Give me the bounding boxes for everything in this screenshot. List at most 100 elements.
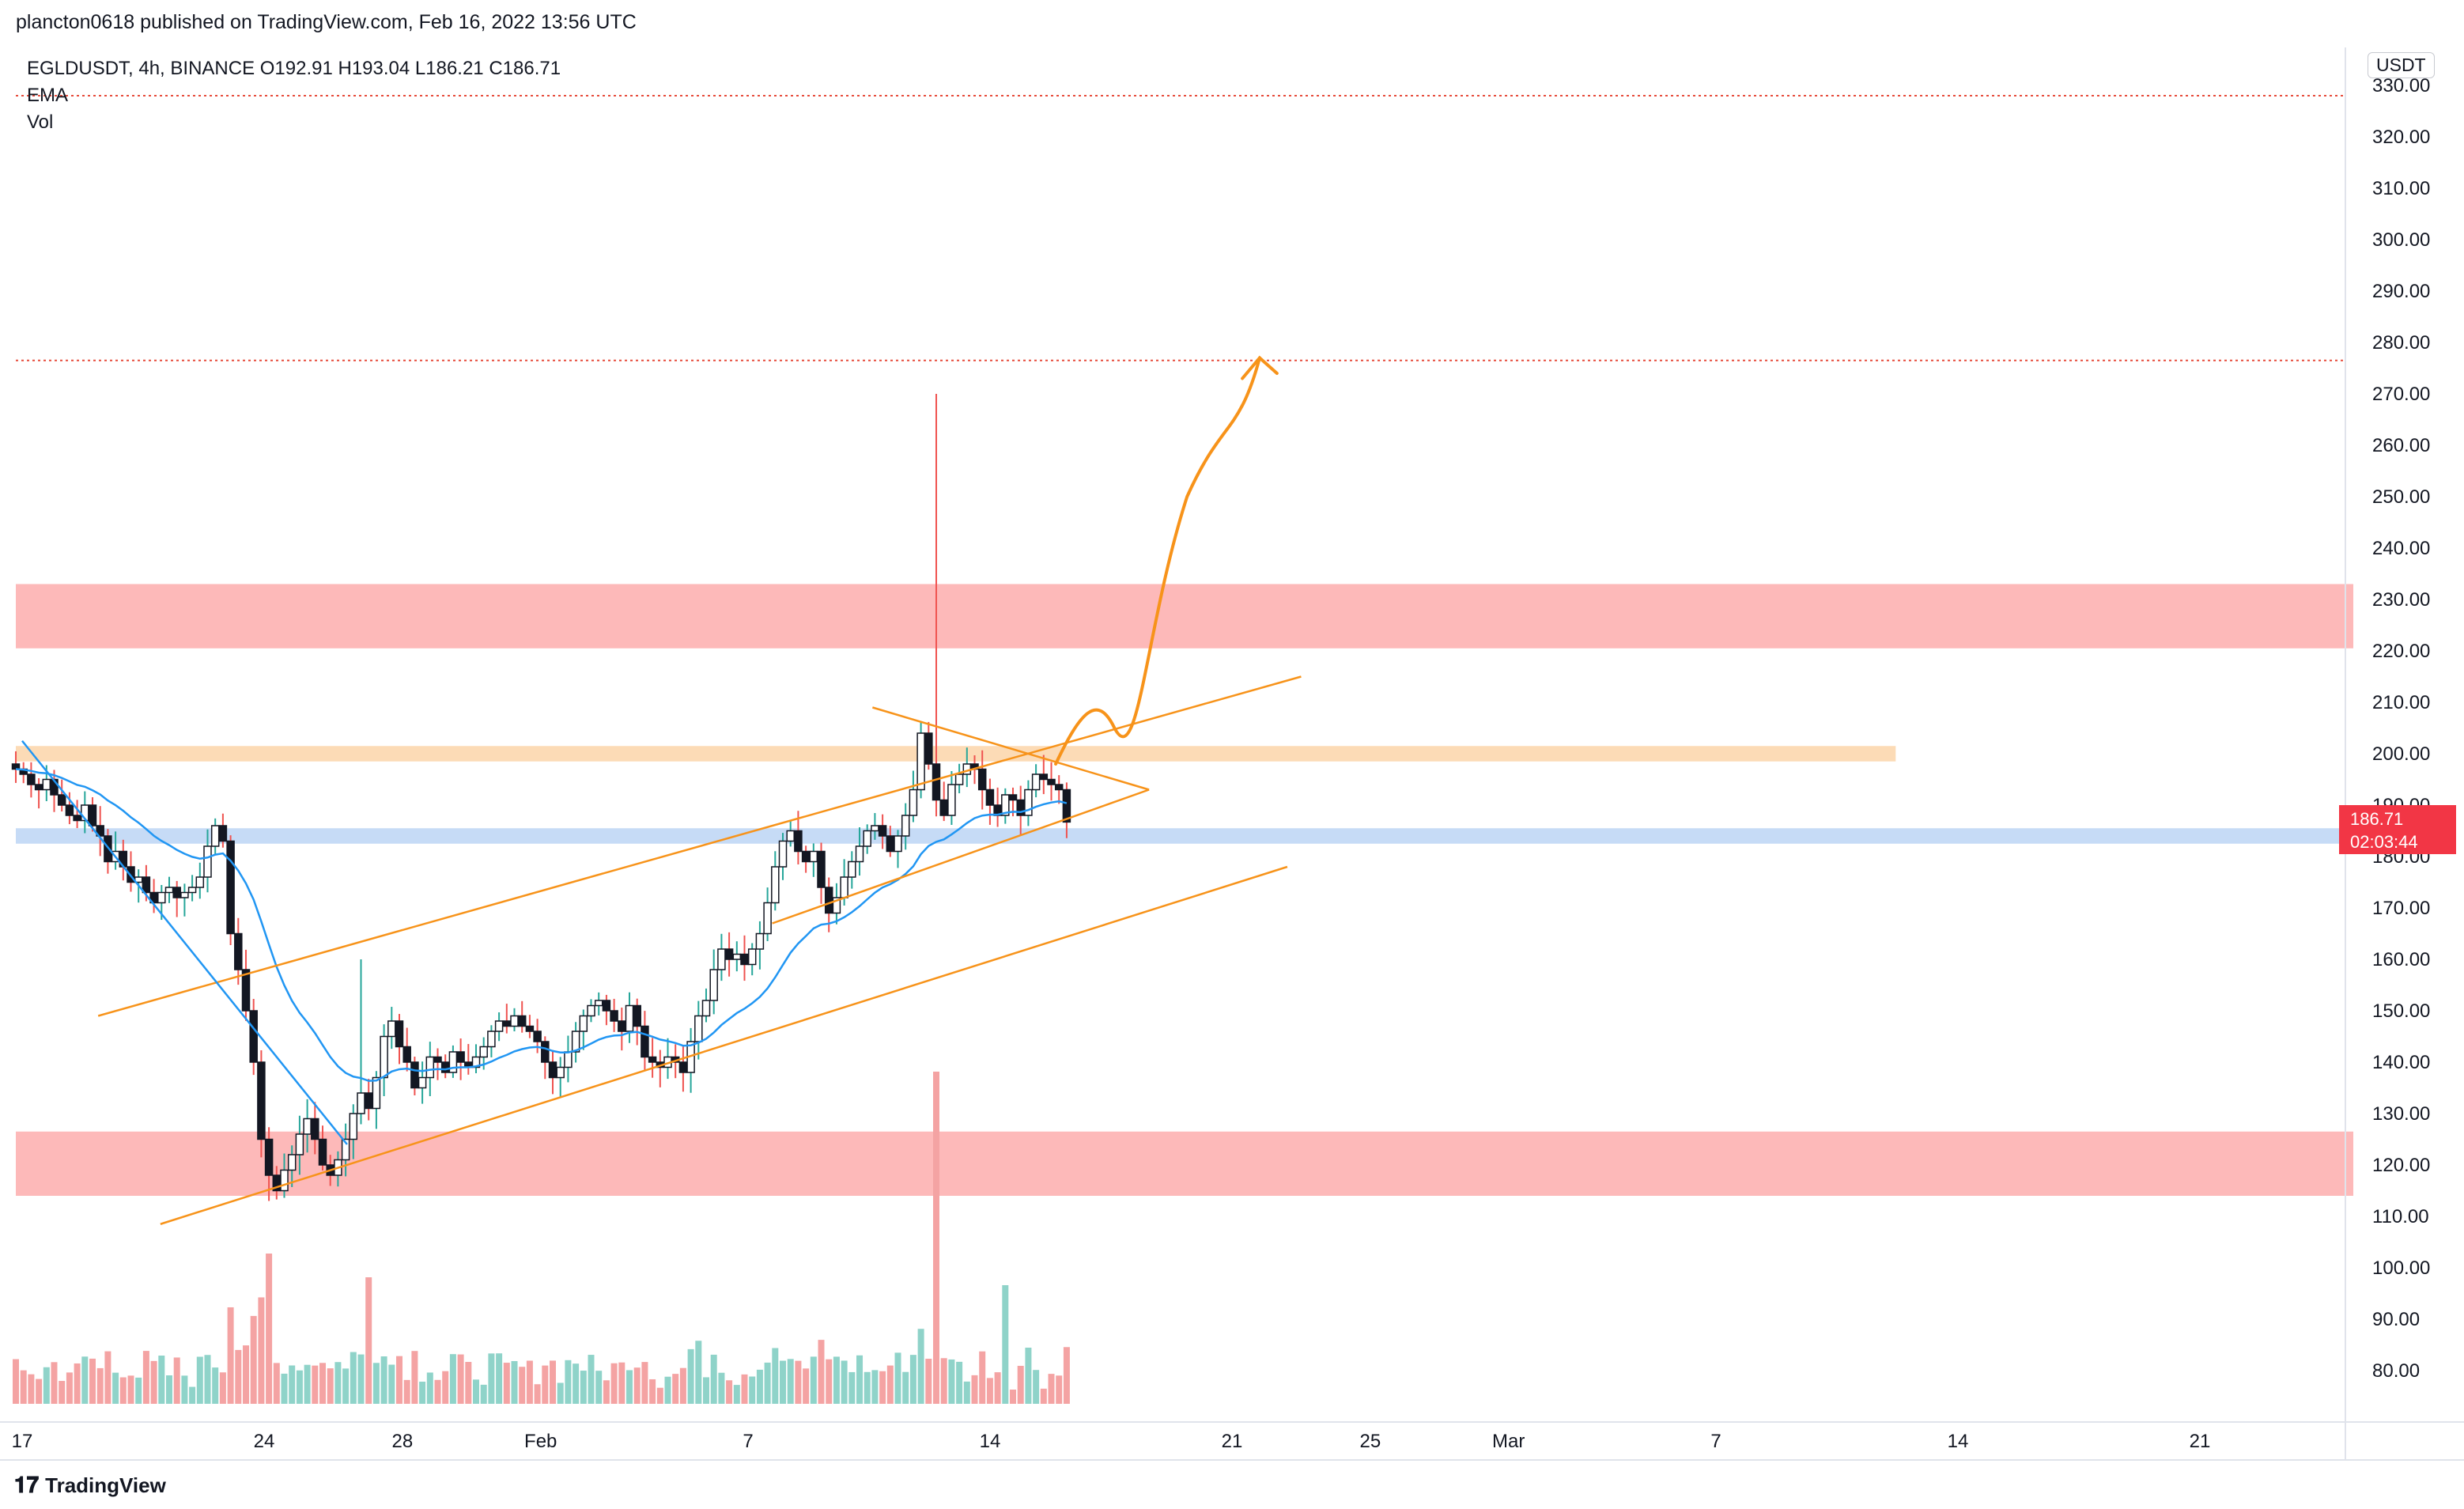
- volume-bar: [20, 1370, 27, 1404]
- volume-bar: [457, 1354, 464, 1404]
- volume-bar: [595, 1371, 603, 1404]
- candle-body: [311, 1118, 319, 1140]
- candle-body: [510, 1015, 519, 1027]
- candle-body: [633, 1004, 641, 1027]
- ema-layer: [15, 768, 1068, 1082]
- candle-body: [564, 1051, 573, 1068]
- candle-body: [517, 1015, 527, 1027]
- candle-body: [264, 1138, 274, 1176]
- drawings-layer: [21, 355, 1302, 1225]
- volume-bar: [357, 1354, 365, 1404]
- currency-badge[interactable]: USDT: [2368, 52, 2435, 78]
- time-tick-label: 21: [1222, 1431, 1243, 1452]
- candle-body: [840, 876, 848, 898]
- candle-body: [947, 784, 956, 816]
- volume-bar: [795, 1360, 802, 1404]
- ema-label[interactable]: EMA: [27, 85, 69, 106]
- volume-bar: [434, 1379, 441, 1404]
- candle-body: [871, 825, 879, 832]
- volume-bar: [557, 1382, 564, 1404]
- volume-bar: [258, 1297, 265, 1404]
- candle-body: [778, 840, 788, 868]
- candle-body: [709, 969, 718, 1001]
- footer-brand[interactable]: 𝟏𝟕 TradingView: [14, 1473, 166, 1499]
- candle-body: [210, 825, 220, 847]
- candle-body: [1008, 794, 1018, 801]
- candle-body: [1001, 794, 1010, 816]
- volume-bar: [36, 1379, 43, 1404]
- price-axis[interactable]: 330.00 320.00 310.00 300.00 290.00 280.00 270.…: [2345, 47, 2430, 1424]
- price-tick-label: 140.00: [2372, 1052, 2430, 1073]
- price-tick-label: 330.00: [2372, 75, 2430, 96]
- price-tick-label: 110.00: [2372, 1206, 2429, 1227]
- time-axis[interactable]: 17 24 28 Feb 7 14 21 25 Mar 7 14 21: [0, 1421, 2464, 1461]
- volume-bar: [204, 1355, 211, 1404]
- volume-bar: [618, 1362, 625, 1404]
- bar-countdown: 02:03:44: [2350, 832, 2418, 852]
- volume-bar: [580, 1371, 587, 1404]
- volume-bar: [403, 1379, 410, 1404]
- volume-bar: [104, 1351, 111, 1404]
- candle-body: [502, 1020, 512, 1027]
- time-tick-label: 14: [980, 1431, 1001, 1452]
- candle-body: [73, 815, 81, 822]
- volume-bar: [703, 1377, 710, 1404]
- volume-bar: [672, 1374, 679, 1404]
- volume-bar: [158, 1356, 165, 1404]
- candle-body: [747, 948, 757, 966]
- volume-bar: [656, 1387, 663, 1404]
- vol-label[interactable]: Vol: [27, 112, 54, 133]
- candle-body: [694, 1015, 703, 1042]
- price-tick-label: 300.00: [2372, 229, 2430, 251]
- candle-body: [863, 830, 871, 847]
- candle-body: [257, 1061, 266, 1140]
- time-tick-label: 7: [743, 1431, 753, 1452]
- volume-bar: [963, 1381, 970, 1404]
- candle-body: [88, 804, 97, 826]
- publish-header: plancton0618 published on TradingView.co…: [16, 11, 637, 33]
- volume-bar: [1017, 1365, 1024, 1404]
- candle-body: [794, 830, 803, 853]
- price-tick-label: 90.00: [2372, 1309, 2420, 1330]
- candle-body: [402, 1046, 411, 1063]
- time-tick-label: Feb: [524, 1431, 557, 1452]
- candle-body: [372, 1076, 381, 1110]
- candle-body: [724, 948, 734, 960]
- candle-body: [172, 887, 181, 898]
- candle-body: [717, 948, 726, 970]
- volume-bar: [304, 1364, 311, 1404]
- volume-bar: [266, 1254, 273, 1404]
- volume-bar: [473, 1379, 480, 1404]
- volume-bar: [909, 1355, 916, 1404]
- candle-body: [786, 830, 795, 842]
- volume-bar: [66, 1372, 73, 1404]
- symbol-ohlc[interactable]: EGLDUSDT, 4h, BINANCE O192.91 H193.04 L1…: [27, 58, 561, 79]
- candle-body: [410, 1061, 419, 1089]
- candle-body: [494, 1020, 504, 1032]
- volume-bar: [503, 1363, 510, 1404]
- time-tick-label: 17: [12, 1431, 33, 1452]
- candle-body: [939, 799, 948, 816]
- volume-bar: [565, 1360, 572, 1404]
- volume-bar: [150, 1360, 157, 1404]
- candle-body: [157, 891, 166, 904]
- volume-bar: [43, 1367, 50, 1404]
- volume-bar: [741, 1374, 748, 1404]
- volume-bar: [841, 1360, 848, 1404]
- candle-body: [187, 887, 197, 894]
- candle-body: [487, 1031, 496, 1048]
- volume-bar: [856, 1355, 864, 1404]
- volume-bar: [603, 1380, 610, 1404]
- price-tick-label: 250.00: [2372, 486, 2430, 508]
- volume-bar: [59, 1381, 66, 1404]
- volume-bar: [810, 1356, 817, 1404]
- tradingview-logo-icon: 𝟏𝟕: [14, 1473, 40, 1497]
- volume-bar: [971, 1375, 978, 1404]
- candle-body: [916, 732, 925, 791]
- volume-bar: [281, 1373, 288, 1404]
- time-tick-label: 28: [392, 1431, 414, 1452]
- volume-bar: [235, 1349, 242, 1404]
- volume-bar: [1002, 1285, 1009, 1404]
- volume-bar: [411, 1351, 418, 1404]
